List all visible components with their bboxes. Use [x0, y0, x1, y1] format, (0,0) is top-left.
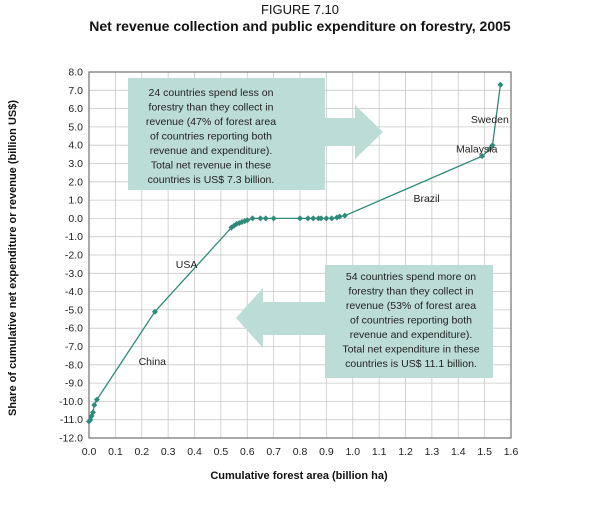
y-tick-label: 1.0 [68, 195, 83, 207]
y-tick-label: -11.0 [60, 414, 83, 426]
annotation-top-text: 24 countries spend less on forestry than … [146, 87, 276, 186]
x-tick-label: 0.8 [293, 446, 308, 458]
annotation-bottom: 54 countries spend more on forestry than … [236, 265, 493, 378]
data-point [270, 215, 277, 222]
x-tick-label: 1.2 [398, 446, 413, 458]
y-tick-label: -3.0 [65, 268, 83, 280]
x-tick-label: 1.6 [504, 446, 519, 458]
data-point [328, 215, 335, 222]
x-tick-label: 1.0 [345, 446, 360, 458]
x-tick-label: 0.6 [240, 446, 255, 458]
x-tick-label: 1.4 [451, 446, 466, 458]
country-label: Malaysia [456, 144, 498, 156]
x-tick-label: 0.4 [187, 446, 202, 458]
y-axis-label: Share of cumulative net expenditure or r… [7, 100, 19, 416]
y-tick-label: 0.0 [68, 213, 83, 225]
x-tick-label: 1.3 [425, 446, 440, 458]
y-tick-label: -12.0 [59, 433, 83, 445]
data-point [304, 215, 311, 222]
data-point [489, 142, 496, 149]
annotation-line: forestry than they collect in [349, 286, 474, 298]
arrow-left-shape [236, 265, 493, 378]
data-point [318, 215, 325, 222]
data-point [336, 213, 343, 220]
axes [88, 71, 512, 439]
x-tick-label: 0.5 [214, 446, 229, 458]
data-point [249, 215, 256, 222]
data-point [151, 308, 158, 315]
series [86, 81, 504, 425]
x-tick-label: 0.7 [266, 446, 281, 458]
y-tick-label: -9.0 [65, 378, 83, 390]
x-tick-label: 1.5 [477, 446, 492, 458]
y-tick-label: 6.0 [68, 103, 83, 115]
y-tick-labels: 8.0 7.0 6.0 5.0 4.0 3.0 2.0 1.0 0.0 -1.0 -2.0 -3.0 -… [59, 67, 83, 445]
x-tick-label: 0.2 [134, 446, 149, 458]
y-tick-label: -6.0 [65, 323, 83, 335]
annotation-line: revenue (53% of forest area [346, 300, 476, 312]
y-tick-label: 3.0 [68, 158, 83, 170]
y-tick-label: -2.0 [65, 250, 83, 262]
data-point [244, 217, 251, 224]
annotation-line: of countries reporting both [150, 131, 272, 143]
y-tick-label: 5.0 [68, 121, 83, 133]
y-tick-label: -8.0 [65, 359, 83, 371]
data-point [91, 402, 98, 409]
data-point [341, 212, 348, 219]
annotation-line: countries is US$ 11.1 billion. [345, 358, 477, 370]
data-point [497, 81, 504, 88]
annotation-line: 54 countries spend more on [346, 271, 476, 283]
country-label: Brazil [413, 193, 439, 205]
country-label: China [139, 356, 167, 368]
annotation-line: countries is US$ 7.3 billion. [148, 174, 275, 186]
data-point [486, 145, 493, 152]
data-point [323, 215, 330, 222]
y-tick-label: 8.0 [68, 67, 83, 79]
x-tick-label: 1.1 [372, 446, 387, 458]
plot-frame [88, 71, 512, 439]
data-point [262, 215, 269, 222]
annotation-line: 24 countries spend less on [149, 87, 274, 99]
y-tick-label: 2.0 [68, 176, 83, 188]
y-tick-label: 4.0 [68, 140, 83, 152]
annotation-line: revenue and expenditure). [350, 329, 473, 341]
annotation-line: of countries reporting both [350, 315, 472, 327]
annotation-line: Total net expenditure in these [342, 344, 479, 356]
x-tick-label: 0.3 [161, 446, 176, 458]
annotation-bottom-text: 54 countries spend more on forestry than … [342, 271, 479, 370]
country-labels: Sweden Malaysia Brazil USA China [139, 114, 509, 368]
y-tick-label: -5.0 [65, 304, 83, 316]
data-point [93, 396, 100, 403]
x-tick-label: 0.0 [82, 446, 97, 458]
annotation-line: Total net revenue in these [151, 160, 271, 172]
data-point [478, 153, 485, 160]
x-axis-label: Cumulative forest area (billion ha) [210, 470, 388, 482]
figure-label: FIGURE 7.10 [260, 2, 340, 17]
data-point [89, 409, 96, 416]
data-point [257, 215, 264, 222]
chart-title: Net revenue collection and public expend… [89, 18, 511, 34]
annotation-top: 24 countries spend less on forestry than … [128, 78, 383, 190]
x-tick-label: 0.1 [108, 446, 123, 458]
annotation-line: revenue (47% of forest area [146, 116, 276, 128]
y-tick-label: -7.0 [65, 341, 83, 353]
annotation-line: forestry than they collect in [149, 102, 274, 114]
country-label: Sweden [471, 114, 509, 126]
y-tick-label: 7.0 [68, 85, 83, 97]
y-tick-label: -4.0 [65, 286, 83, 298]
arrow-right-shape [128, 78, 383, 190]
x-tick-label: 0.9 [319, 446, 334, 458]
annotation-line: revenue and expenditure). [150, 145, 273, 157]
data-point [297, 215, 303, 222]
country-label: USA [176, 259, 198, 271]
data-point [310, 215, 317, 222]
y-tick-label: -1.0 [65, 231, 83, 243]
y-tick-label: -10.0 [59, 396, 83, 408]
x-tick-labels: 0.0 0.1 0.2 0.3 0.4 0.5 0.6 0.7 0.8 0.9 1.0 1.1 1.2 1… [82, 446, 519, 458]
